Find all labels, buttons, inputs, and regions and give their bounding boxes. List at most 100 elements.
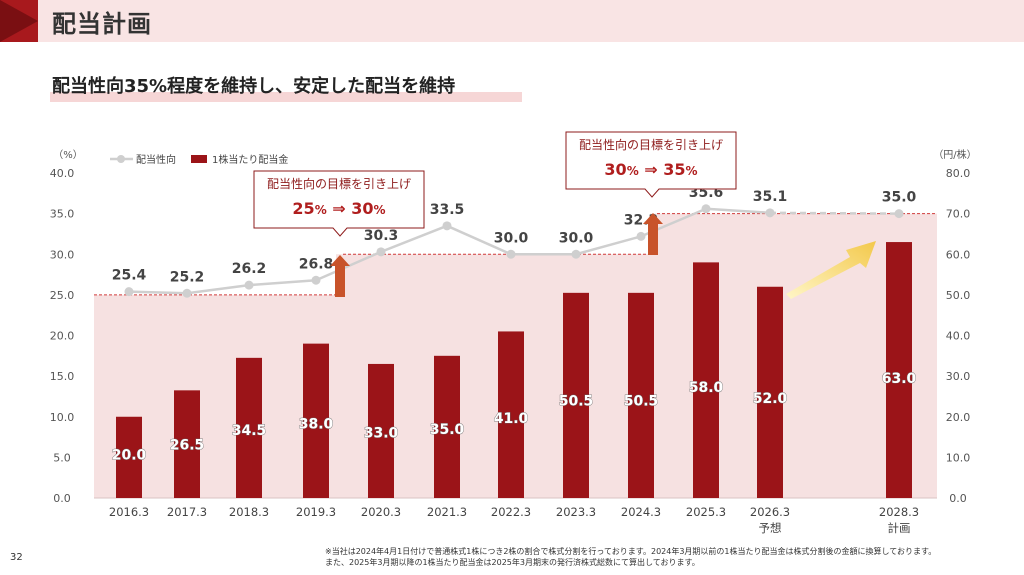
payout-point	[894, 209, 904, 219]
left-axis-tick: 15.0	[50, 370, 75, 383]
footnote-line-2: また、2025年3月期以降の1株当たり配当金は2025年3月期末の発行済株式総数…	[325, 558, 700, 567]
footnote-line-1: ※当社は2024年4月1日付けで普通株式1株につき2株の割合で株式分割を行ってお…	[325, 547, 937, 556]
dividend-bar	[236, 357, 262, 498]
left-axis-tick: 5.0	[53, 451, 71, 464]
callout-value-part: ⇒	[327, 199, 352, 218]
dividend-bar	[628, 292, 654, 498]
payout-label: 26.8	[299, 256, 334, 272]
callout-box-2	[565, 131, 737, 198]
payout-point	[506, 249, 516, 259]
payout-point	[182, 288, 192, 298]
callout-value-part: ⇒	[639, 160, 664, 179]
payout-label: 30.0	[494, 230, 529, 246]
payout-point	[376, 247, 386, 257]
payout-label: 35.0	[882, 190, 917, 206]
dividend-bar-label: 52.0	[753, 391, 788, 407]
header-triangle-mark	[0, 0, 38, 42]
left-axis-tick: 10.0	[50, 411, 75, 424]
dividend-bar-label: 33.0	[364, 426, 399, 442]
dividend-bar-label: 35.0	[430, 422, 465, 438]
dividend-bar-label: 58.0	[689, 380, 724, 396]
right-axis-tick: 30.0	[946, 370, 971, 383]
payout-label: 35.1	[753, 189, 788, 205]
right-axis-tick: 40.0	[946, 330, 971, 343]
x-axis-label: 2024.3	[621, 505, 661, 519]
dividend-bar-label: 50.5	[559, 394, 594, 410]
page-title: 配当計画	[52, 10, 152, 38]
legend-line-marker	[117, 155, 125, 163]
dividend-bar	[174, 390, 200, 498]
right-axis-tick: 0.0	[949, 492, 967, 505]
x-axis-label: 2026.3	[750, 505, 790, 519]
left-axis-tick: 40.0	[50, 167, 75, 180]
callout-value-part: %	[315, 203, 327, 217]
payout-point	[636, 231, 646, 241]
payout-line-segment	[186, 283, 250, 295]
dividend-bar-label: 26.5	[170, 438, 205, 454]
dividend-bar-label: 20.0	[112, 447, 147, 463]
right-axis-tick: 10.0	[946, 451, 971, 464]
left-axis-tick: 25.0	[50, 289, 75, 302]
left-axis-tick: 35.0	[50, 208, 75, 221]
payout-line-segment	[315, 250, 382, 282]
right-axis-tick: 80.0	[946, 167, 971, 180]
callout-value-part: 30	[604, 160, 626, 179]
right-axis-tick: 60.0	[946, 248, 971, 261]
target-raise-arrow-2	[643, 213, 663, 255]
payout-label: 30.3	[364, 228, 399, 244]
callout-title-1: 配当性向の目標を引き上げ	[267, 176, 411, 191]
dividend-bar	[368, 363, 394, 498]
headline: 配当性向35%程度を維持し、安定した配当を維持	[52, 76, 456, 97]
left-axis-tick: 30.0	[50, 248, 75, 261]
dividend-bar	[116, 416, 142, 498]
callout-title-2: 配当性向の目標を引き上げ	[579, 137, 723, 152]
dividend-bar	[886, 242, 912, 498]
left-axis-unit: （%）	[53, 149, 83, 161]
payout-line-segment	[769, 211, 900, 215]
right-axis-unit: （円/株）	[933, 148, 976, 161]
payout-label: 25.2	[170, 269, 205, 285]
x-axis-label: 2021.3	[427, 505, 467, 519]
payout-label: 30.0	[559, 230, 594, 246]
callout-box-1	[253, 170, 425, 237]
payout-point	[244, 280, 254, 290]
x-axis-label: 2019.3	[296, 505, 336, 519]
x-axis-label: 2025.3	[686, 505, 726, 519]
x-axis-sublabel: 予想	[759, 521, 782, 535]
legend-bar-swatch	[191, 155, 207, 163]
x-axis-label: 2022.3	[491, 505, 531, 519]
payout-point	[571, 249, 581, 259]
dividend-bar-label: 38.0	[299, 417, 334, 433]
x-axis-label: 2023.3	[556, 505, 596, 519]
footnote: ※当社は2024年4月1日付けで普通株式1株につき2株の割合で株式分割を行ってお…	[325, 546, 936, 568]
dividend-bar-label: 50.5	[624, 394, 659, 410]
x-axis-sublabel: 計画	[888, 521, 911, 535]
left-axis-tick: 0.0	[53, 492, 71, 505]
x-axis-label: 2020.3	[361, 505, 401, 519]
callout-value-part: %	[686, 164, 698, 178]
payout-point	[311, 275, 321, 285]
dividend-bar	[693, 262, 719, 498]
x-axis-label: 2018.3	[229, 505, 269, 519]
dividend-bar	[434, 355, 460, 498]
payout-line-segment	[248, 279, 317, 287]
callout-value-part: 30	[351, 199, 373, 218]
callout-value-1: 25% ⇒ 30%	[292, 199, 385, 218]
dividend-bar	[303, 343, 329, 498]
x-axis-label: 2017.3	[167, 505, 207, 519]
payout-point	[442, 221, 452, 231]
callout-value-part: 25	[292, 199, 314, 218]
payout-point	[765, 208, 775, 218]
legend-bar-label: 1株当たり配当金	[212, 153, 288, 166]
payout-label: 26.2	[232, 261, 267, 277]
x-axis-label: 2016.3	[109, 505, 149, 519]
right-axis-tick: 20.0	[946, 411, 971, 424]
payout-line-segment	[575, 235, 642, 256]
dividend-bar	[498, 331, 524, 498]
callout-value-part: %	[374, 203, 386, 217]
payout-line-segment	[705, 207, 771, 215]
dividend-bar-label: 34.5	[232, 423, 267, 439]
right-axis-tick: 50.0	[946, 289, 971, 302]
dividend-bar	[757, 286, 783, 498]
